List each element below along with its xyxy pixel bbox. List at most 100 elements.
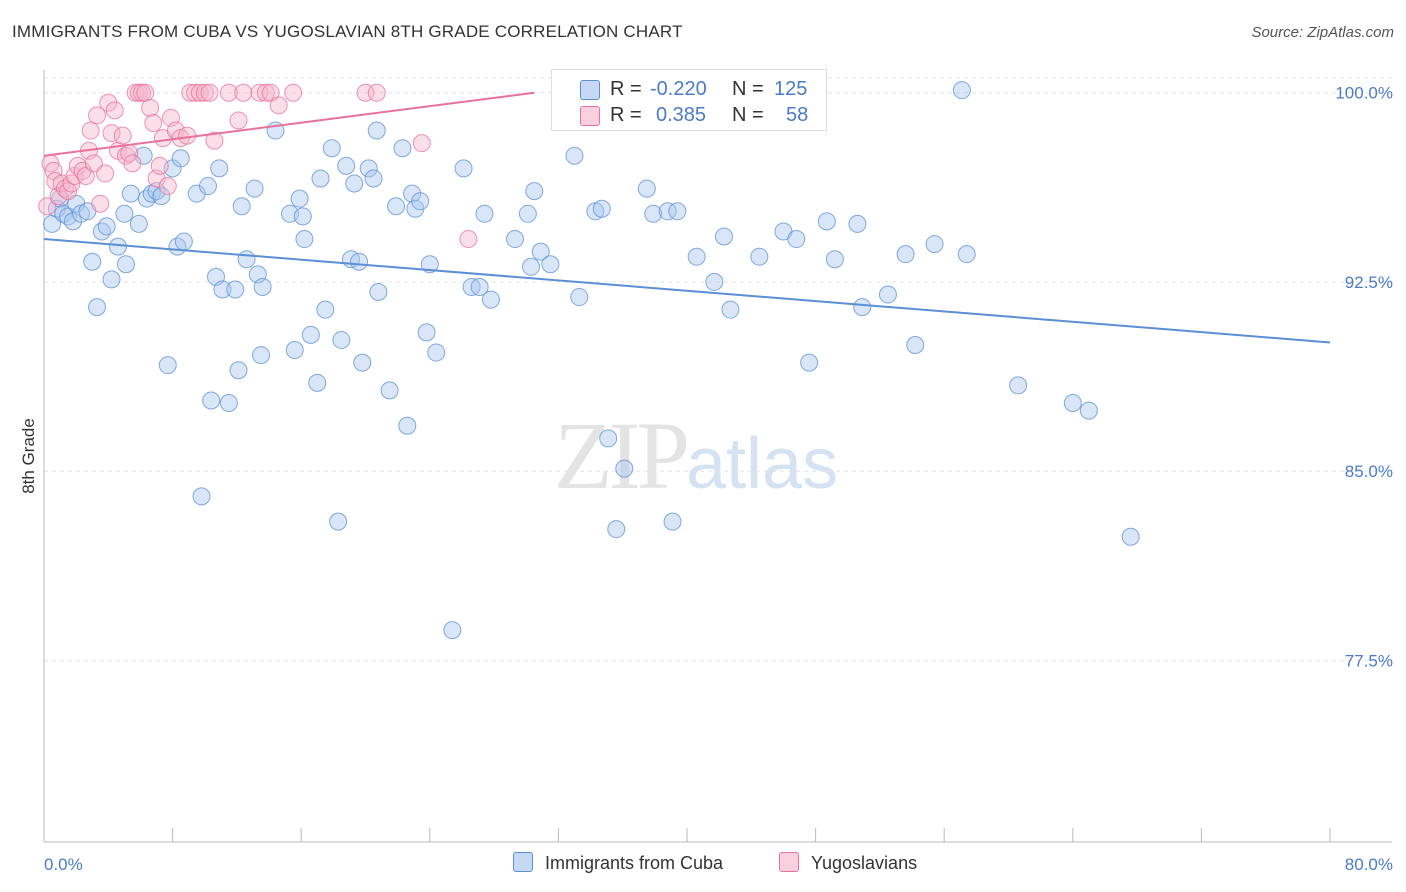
data-point (345, 174, 364, 193)
data-point (518, 204, 537, 223)
data-point (475, 204, 494, 223)
data-point (293, 207, 312, 226)
data-point (420, 255, 439, 274)
y-tick-label: 92.5% (1345, 273, 1393, 292)
data-point (147, 182, 166, 201)
source-label: Source: ZipAtlas.com (1251, 24, 1394, 41)
bottom-legend-yugoslavians: Yugoslavians (779, 852, 917, 874)
data-point (174, 232, 193, 251)
data-point (158, 356, 177, 375)
data-point (359, 159, 378, 178)
data-point (367, 121, 386, 140)
data-point (412, 134, 431, 153)
data-point (398, 416, 417, 435)
data-point (245, 179, 264, 198)
legend-row-yugoslavians: R = 0.385 N = 58 (552, 102, 826, 128)
data-point (443, 621, 462, 640)
data-point (269, 96, 288, 115)
data-point (200, 83, 219, 102)
data-point (150, 156, 169, 175)
data-point (290, 189, 309, 208)
data-point (369, 283, 388, 302)
data-point (129, 214, 148, 233)
data-point (637, 179, 656, 198)
bottom-legend-swatch-cuba (513, 852, 533, 872)
data-point (108, 237, 127, 256)
y-tick-label: 85.0% (1345, 462, 1393, 481)
data-point (261, 83, 280, 102)
data-point (1009, 376, 1028, 395)
data-point (721, 300, 740, 319)
data-point (853, 298, 872, 317)
data-point (800, 353, 819, 372)
data-point (367, 83, 386, 102)
data-point (38, 197, 57, 216)
data-point (83, 252, 102, 271)
data-point (322, 139, 341, 158)
data-point (353, 353, 372, 372)
watermark: ZIPatlas (554, 400, 838, 511)
data-point (1079, 401, 1098, 420)
data-point (229, 111, 248, 130)
legend-n-value: 125 (774, 78, 808, 100)
data-point (113, 126, 132, 145)
data-point (237, 250, 256, 269)
data-point (387, 197, 406, 216)
data-point (229, 361, 248, 380)
legend-row-cuba: R = -0.220 N = 125 (552, 76, 826, 102)
bottom-legend-cuba: Immigrants from Cuba (513, 852, 723, 874)
data-point (1121, 527, 1140, 546)
data-point (226, 280, 245, 299)
data-point (181, 83, 200, 102)
data-point (332, 330, 351, 349)
data-point (81, 121, 100, 140)
watermark-zip: ZIP (554, 402, 690, 509)
data-point (205, 131, 224, 150)
data-point (97, 217, 116, 236)
data-point (232, 197, 251, 216)
data-point (714, 227, 733, 246)
data-point (171, 149, 190, 168)
data-point (198, 177, 217, 196)
data-point (848, 214, 867, 233)
data-point (957, 245, 976, 264)
trend-line (43, 238, 1331, 344)
data-point (668, 202, 687, 221)
data-point (295, 230, 314, 249)
data-point (952, 81, 971, 100)
data-point (607, 520, 626, 539)
y-tick-label: 77.5% (1345, 651, 1393, 670)
data-point (219, 394, 238, 413)
data-point (102, 270, 121, 289)
data-point (454, 159, 473, 178)
data-point (213, 280, 232, 299)
correlation-legend: R = -0.220 N = 125 R = 0.385 N = 58 (551, 69, 827, 131)
data-point (393, 139, 412, 158)
data-point (102, 124, 121, 143)
data-point (137, 189, 156, 208)
data-point (116, 255, 135, 274)
data-point (136, 83, 155, 102)
data-point (88, 106, 107, 125)
data-point (121, 184, 140, 203)
data-point (417, 323, 436, 342)
data-point (705, 272, 724, 291)
bottom-legend-label-yugoslavians: Yugoslavians (811, 853, 918, 873)
data-point (411, 192, 430, 211)
x-tick-label: 0.0% (44, 855, 83, 874)
legend-r-label: R = (610, 104, 642, 126)
data-point (592, 199, 611, 218)
data-point (470, 277, 489, 296)
data-point (92, 222, 111, 241)
data-point (505, 230, 524, 249)
data-point (925, 235, 944, 254)
data-point (531, 242, 550, 261)
legend-swatch-yugoslavians (580, 106, 600, 126)
y-tick-label: 100.0% (1335, 84, 1393, 103)
data-point (99, 93, 118, 112)
data-point (285, 341, 304, 360)
data-point (96, 164, 115, 183)
data-point (234, 83, 253, 102)
data-point (599, 429, 618, 448)
